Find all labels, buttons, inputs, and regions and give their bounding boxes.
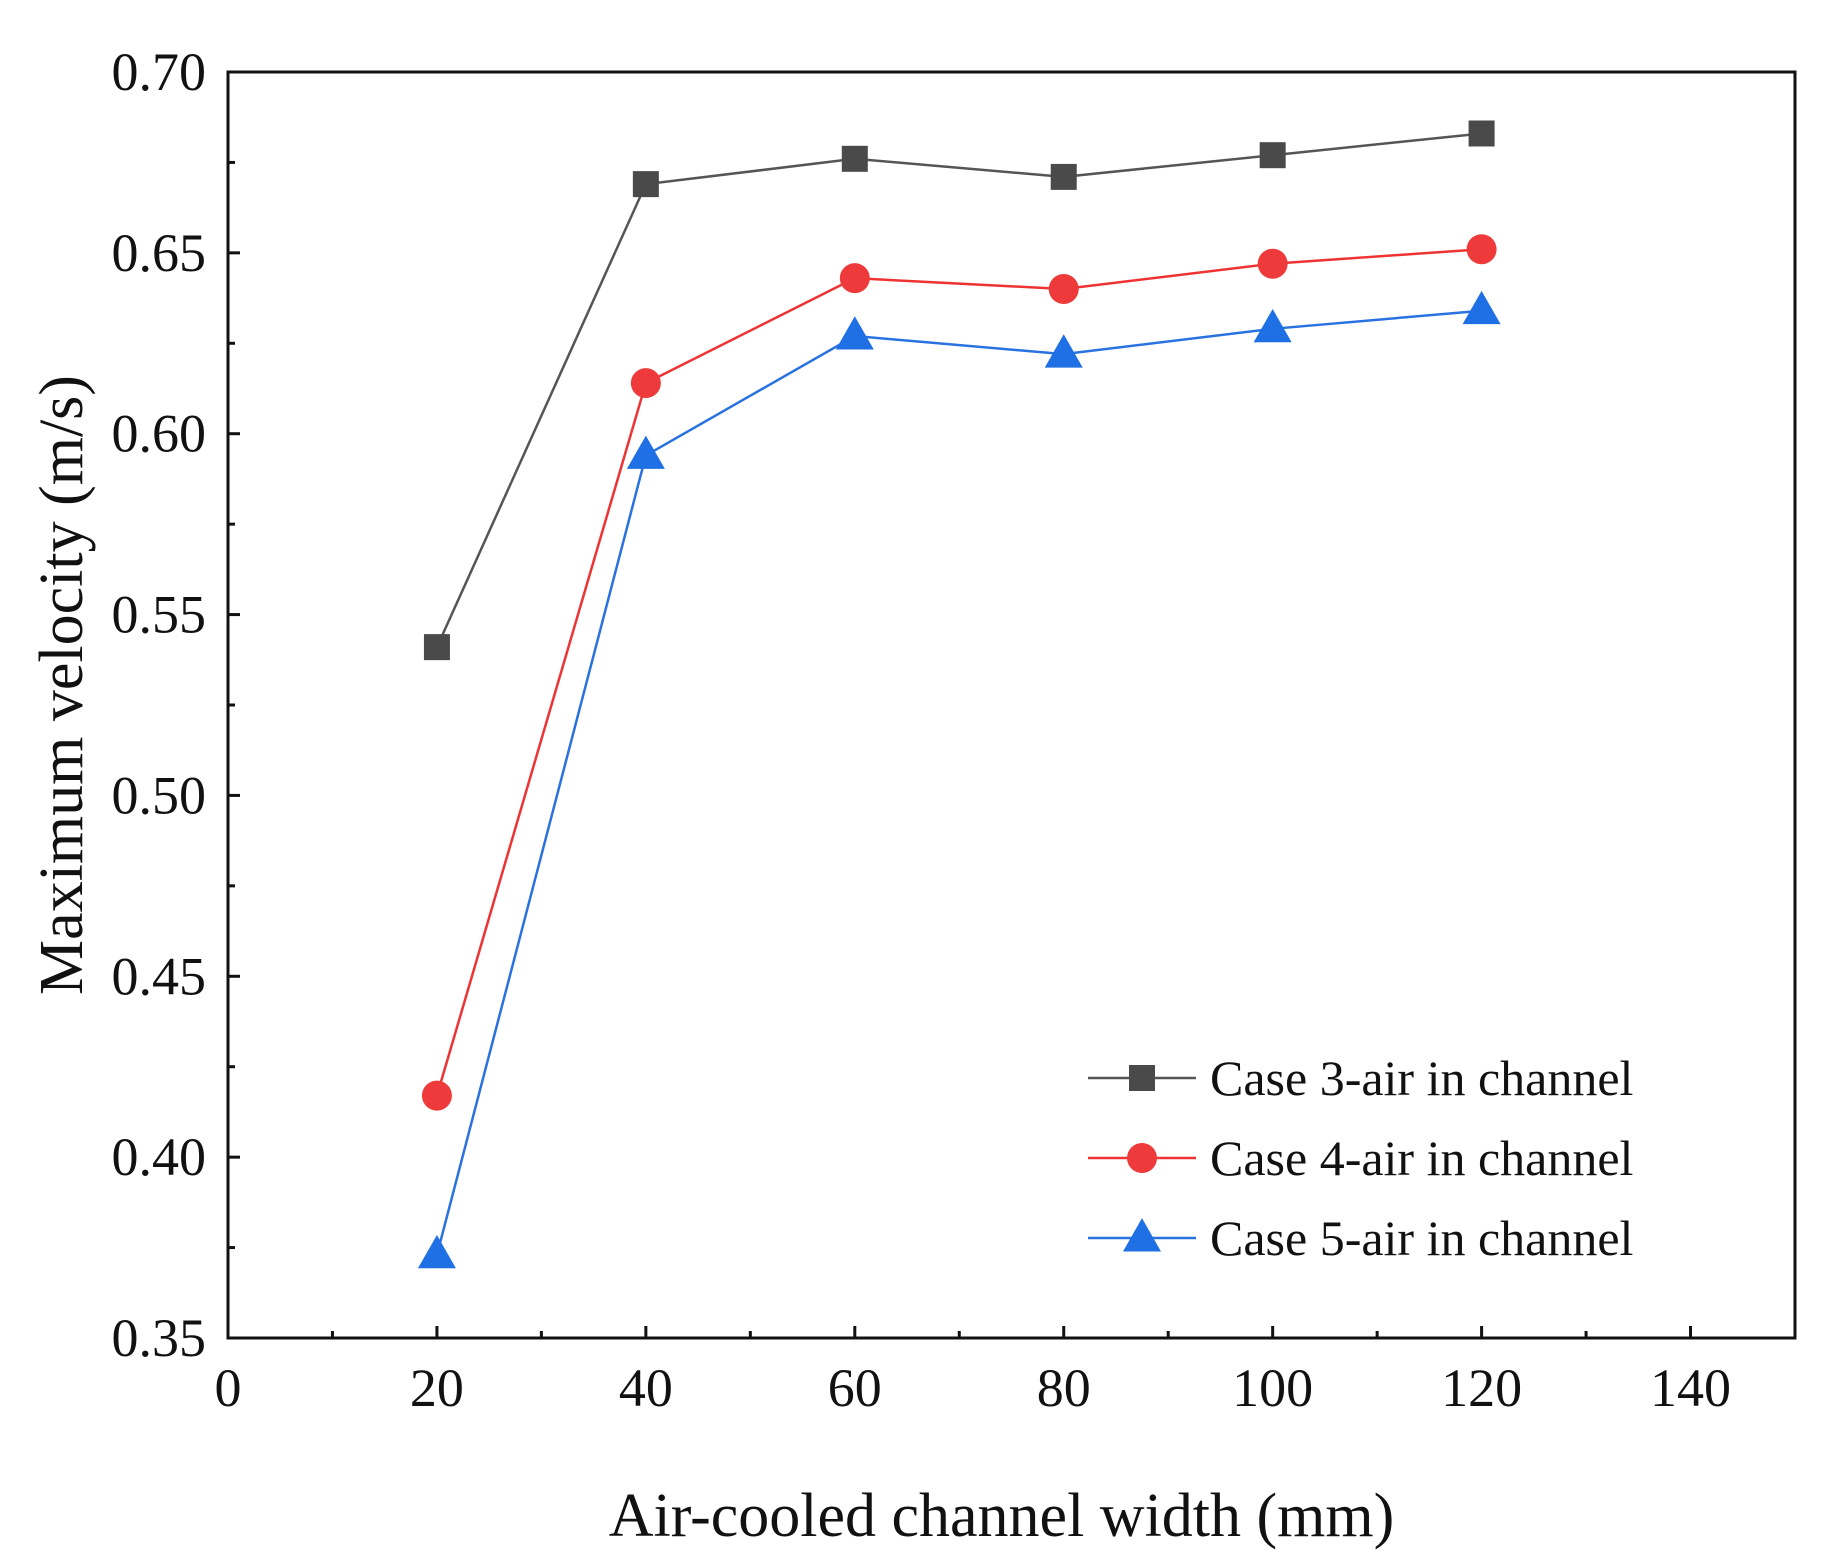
x-tick-label: 120 xyxy=(1441,1358,1522,1418)
data-point xyxy=(839,263,870,294)
x-tick-label: 20 xyxy=(410,1358,464,1418)
x-tick-label: 100 xyxy=(1232,1358,1313,1418)
legend-marker xyxy=(1129,1065,1155,1091)
y-tick-label: 0.50 xyxy=(112,765,207,825)
data-point xyxy=(632,171,659,198)
y-tick-label: 0.40 xyxy=(112,1127,207,1187)
data-point xyxy=(421,1080,452,1111)
legend-item: Case 5-air in channel xyxy=(1088,1210,1633,1266)
data-point xyxy=(1253,308,1292,343)
data-point xyxy=(835,316,874,350)
data-point xyxy=(423,634,450,661)
series-group xyxy=(417,120,1501,1269)
y-axis-title: Maximum velocity (m/s) xyxy=(28,375,96,995)
x-tick-label: 140 xyxy=(1650,1358,1731,1418)
x-tick-label: 80 xyxy=(1037,1358,1091,1418)
y-tick-label: 0.70 xyxy=(112,42,207,102)
data-point xyxy=(1044,334,1083,368)
data-point xyxy=(1466,234,1497,265)
legend-label: Case 4-air in channel xyxy=(1210,1130,1633,1186)
legend-label: Case 3-air in channel xyxy=(1210,1050,1633,1106)
data-point xyxy=(1257,248,1288,279)
series-1 xyxy=(423,120,1495,661)
series-3 xyxy=(417,290,1501,1269)
legend-marker xyxy=(1127,1143,1157,1173)
legend-item: Case 3-air in channel xyxy=(1088,1050,1633,1106)
data-point xyxy=(1259,142,1286,169)
legend: Case 3-air in channel Case 4-air in chann… xyxy=(1088,1050,1633,1266)
legend-label: Case 5-air in channel xyxy=(1210,1210,1633,1266)
y-tick-label: 0.45 xyxy=(112,946,207,1006)
data-point xyxy=(841,145,868,172)
data-point xyxy=(626,435,665,469)
y-tick-label: 0.65 xyxy=(112,223,207,283)
data-point xyxy=(630,368,661,399)
data-point xyxy=(1468,120,1495,147)
legend-item: Case 4-air in channel xyxy=(1088,1130,1633,1186)
data-point xyxy=(1050,163,1077,190)
data-point xyxy=(1462,290,1501,325)
x-axis-title: Air-cooled channel width (mm) xyxy=(609,1482,1395,1550)
y-tick-label: 0.60 xyxy=(112,404,207,464)
y-tick-label: 0.35 xyxy=(112,1308,207,1368)
series-line xyxy=(435,309,1482,1256)
series-line xyxy=(435,247,1482,1097)
y-tick-label: 0.55 xyxy=(112,585,207,645)
x-tick-label: 40 xyxy=(619,1358,673,1418)
data-point xyxy=(417,1234,456,1269)
legend-marker xyxy=(1123,1218,1161,1252)
axis-ticks: 0 20 40 60 80 100 120 140 0.35 0.40 0.45 0.50 0.55 0.… xyxy=(112,42,1797,1418)
x-tick-label: 0 xyxy=(215,1358,242,1418)
series-line xyxy=(435,132,1482,648)
data-point xyxy=(1048,274,1079,305)
series-2 xyxy=(421,234,1497,1111)
x-tick-label: 60 xyxy=(828,1358,882,1418)
